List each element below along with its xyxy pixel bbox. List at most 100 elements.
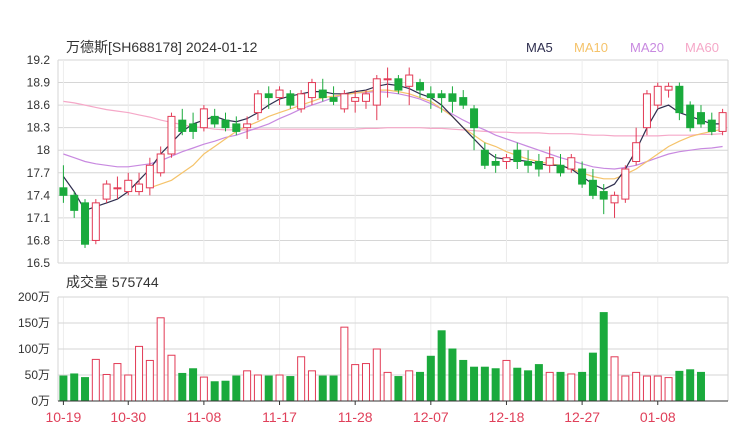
candle-body: [707, 119, 716, 132]
candle-body: [340, 93, 349, 110]
candle-body: [297, 93, 306, 110]
date-tick-label: 12-27: [564, 409, 600, 425]
candle-body: [145, 164, 154, 189]
volume-bar: [361, 363, 370, 402]
volume-bar: [189, 368, 198, 402]
candle-body: [459, 97, 468, 106]
date-tick-label: 11-08: [186, 409, 221, 425]
candle-body: [534, 161, 543, 170]
candle-body: [91, 202, 100, 241]
candle-body: [102, 183, 111, 200]
volume-bar: [221, 380, 230, 402]
volume-bar: [232, 375, 241, 402]
volume-bar: [459, 359, 468, 402]
candle-body: [221, 119, 230, 129]
volume-bar: [113, 363, 122, 402]
volume-bar: [567, 373, 576, 402]
volume-bar: [70, 373, 79, 402]
volume-bar: [578, 371, 587, 402]
date-tick-label: 11-17: [262, 409, 297, 425]
candle-body: [59, 187, 68, 196]
candle-body: [642, 93, 651, 129]
candle-body: [491, 161, 500, 166]
volume-bar: [437, 330, 446, 402]
volume-bar: [199, 376, 208, 402]
candle-body: [502, 157, 511, 162]
price-axis: 19.2 18.9 18.6 18.3 18 17.7 17.4 17.1 16.8 16.5: [27, 53, 51, 270]
candle-body: [264, 93, 273, 99]
candle-body: [210, 115, 219, 125]
volume-bar: [524, 370, 533, 402]
price-grid: [57, 59, 729, 264]
volume-bar: [642, 375, 651, 402]
date-tick-label: 01-08: [640, 409, 676, 425]
candle-body: [70, 194, 79, 211]
candle-body: [470, 108, 479, 129]
chart-title: 万德斯[SH688178] 2024-01-12: [66, 39, 258, 55]
price-tick-label: 19.2: [27, 53, 51, 67]
price-tick-label: 18.9: [27, 76, 51, 90]
volume-bar: [318, 375, 327, 402]
volume-bar: [351, 364, 360, 402]
candle-body: [567, 157, 576, 170]
price-tick-label: 17.1: [27, 211, 51, 225]
volume-tick-label: 200万: [18, 290, 50, 304]
volume-bar: [253, 374, 262, 402]
volume-bar: [286, 376, 295, 402]
legend-ma10: MA10: [574, 40, 608, 55]
volume-bar: [156, 317, 165, 402]
volume-bar: [340, 326, 349, 402]
candle-body: [189, 123, 198, 132]
volume-bar: [297, 356, 306, 402]
volume-bar: [394, 376, 403, 402]
volume-bar: [502, 359, 511, 402]
volume-bar: [275, 374, 284, 402]
volume-bar: [145, 359, 154, 402]
candle-body: [545, 157, 554, 166]
date-tick-label: 12-18: [489, 409, 525, 425]
volume-bar: [696, 371, 705, 402]
volume-bar: [416, 371, 425, 402]
volume-bar: [534, 364, 543, 402]
candle-body: [329, 97, 338, 102]
candle-body: [383, 78, 392, 81]
ma20-line: [63, 90, 723, 170]
candle-body: [243, 123, 252, 129]
volume-bar: [91, 358, 100, 402]
candle-body: [275, 89, 284, 99]
legend-ma5: MA5: [526, 40, 553, 55]
volume-bar: [610, 356, 619, 402]
candle-body: [405, 74, 414, 87]
volume-bar: [491, 368, 500, 402]
volume-tick-label: 0万: [31, 394, 50, 408]
candle-body: [621, 168, 630, 200]
volume-bar: [686, 369, 695, 402]
candle-body: [124, 179, 133, 193]
volume-bar: [426, 355, 435, 402]
volume-bar: [264, 375, 273, 402]
date-tick-label: 10-19: [45, 409, 81, 425]
candle-body: [286, 93, 295, 106]
price-tick-label: 18.6: [27, 98, 51, 112]
volume-bar: [653, 375, 662, 402]
candle-body: [135, 183, 144, 193]
volume-tick-label: 150万: [18, 316, 50, 330]
candle-body: [318, 89, 327, 99]
volume-bar: [59, 375, 68, 402]
volume-bar: [329, 375, 338, 402]
candle-body: [156, 153, 165, 174]
volume-bar: [135, 345, 144, 402]
price-tick-label: 18: [37, 143, 51, 157]
volume-bar: [167, 354, 176, 402]
candle-body: [351, 97, 360, 102]
legend-ma20: MA20: [630, 40, 664, 55]
candle-body: [361, 93, 370, 102]
date-tick-label: 12-07: [413, 409, 449, 425]
volume-bar: [243, 370, 252, 402]
candle-body: [513, 149, 522, 163]
candle-body: [372, 78, 381, 106]
date-axis: 10-19 10-30 11-08 11-17 11-28 12-07 12-18 12-27…: [45, 400, 728, 425]
candle-body: [664, 85, 673, 91]
price-tick-label: 17.4: [27, 188, 51, 202]
